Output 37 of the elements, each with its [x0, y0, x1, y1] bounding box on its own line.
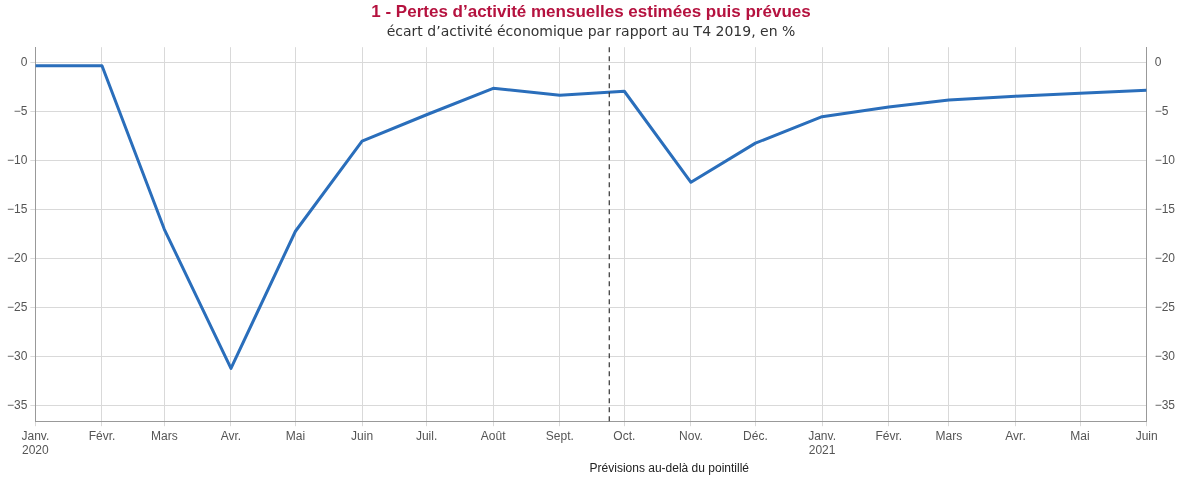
y2-tick-label: −25: [1154, 299, 1176, 314]
chart-subtitle: écart d’activité économique par rapport au T4 2019, en %: [386, 23, 796, 40]
text: Prévisions au-delà du pointillé: [589, 461, 750, 476]
x-tick-label: Mai: [1070, 428, 1090, 443]
x-tick-label: Mars: [150, 428, 178, 443]
x-tick-label: Juin: [351, 428, 374, 443]
x-tick-label: Févr.: [875, 428, 903, 443]
y-tick-label: 0: [20, 55, 28, 70]
x-tick-label: Août: [480, 428, 507, 443]
x-tick-label: Sept.: [545, 428, 574, 443]
x-tick-label: Juil.: [415, 428, 438, 443]
x-tick-label: Nov.: [679, 428, 703, 443]
y-tick-label: −25: [7, 299, 28, 314]
y-tick-label: −10: [7, 153, 28, 168]
y2-tick-label: −5: [1154, 104, 1169, 119]
x-tick-label: Janv. 2020: [21, 428, 50, 458]
y-tick-label: −20: [7, 250, 28, 265]
x-tick-label: Mars: [935, 428, 963, 443]
y-tick-label: −30: [7, 348, 28, 363]
y-tick-label: −5: [13, 104, 28, 119]
y-tick-label: −35: [7, 397, 28, 412]
y2-tick-label: −10: [1154, 153, 1176, 168]
y-tick-label: −15: [7, 202, 28, 217]
x-tick-label: Juin: [1135, 428, 1158, 443]
y2-tick-label: −30: [1154, 348, 1176, 363]
y2-tick-label: −35: [1154, 397, 1176, 412]
x-tick-label: Avr.: [220, 428, 242, 443]
y2-tick-label: −20: [1154, 250, 1176, 265]
y2-tick-label: −15: [1154, 202, 1176, 217]
x-tick-label: Déc.: [743, 428, 768, 443]
x-tick-label: Avr.: [1005, 428, 1026, 443]
x-tick-label: Févr.: [88, 428, 116, 443]
x-tick-label: Janv. 2021: [808, 428, 836, 458]
y2-tick-label: 0: [1154, 55, 1162, 70]
x-tick-label: Oct.: [613, 428, 636, 443]
chart-title: 1 - Pertes d’activité mensuelles estimées puis prévues: [371, 1, 811, 21]
x-tick-label: Mai: [285, 428, 306, 443]
